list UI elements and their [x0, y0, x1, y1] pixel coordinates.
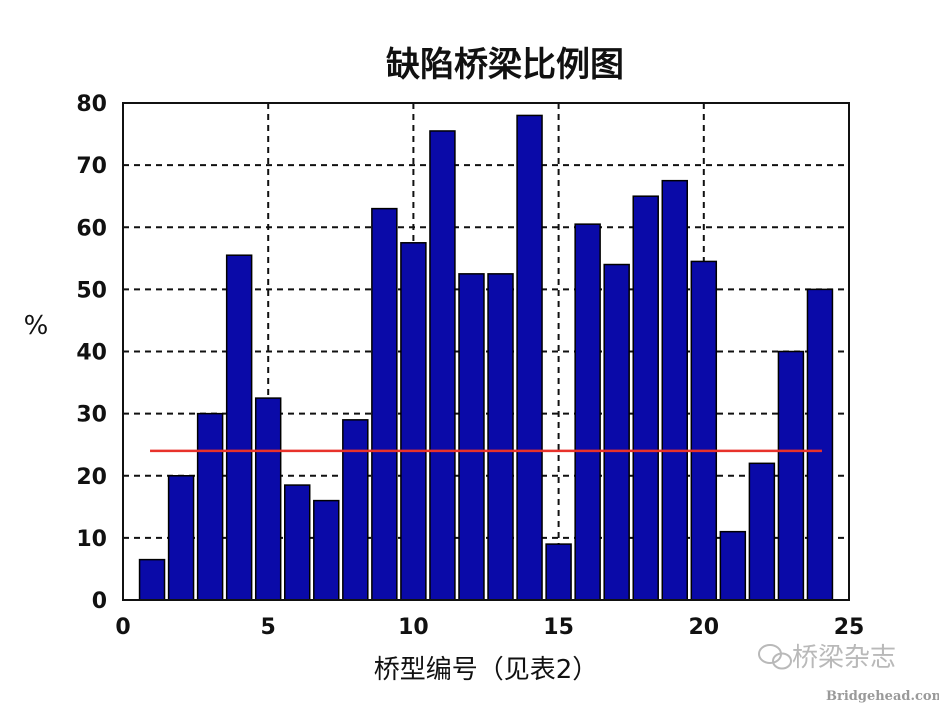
x-tick-label: 15: [543, 615, 574, 640]
bar-5: [254, 397, 282, 601]
chart-title: 缺陷桥梁比例图: [386, 45, 624, 85]
y-tick-label: 10: [76, 527, 107, 552]
y-axis-label: %: [24, 311, 49, 341]
watermark: 桥梁杂志 Bridgehead.com.cn: [758, 643, 939, 704]
plot-frame: [122, 102, 850, 601]
bar-23: [777, 350, 805, 601]
bar-9: [371, 207, 398, 601]
y-tick-label: 30: [76, 403, 107, 428]
x-tick-label: 20: [688, 615, 719, 640]
bar-16: [574, 223, 601, 601]
y-tick-label: 50: [76, 278, 107, 303]
bar-7: [313, 499, 340, 601]
bar-8: [342, 419, 369, 601]
bar-22: [748, 462, 776, 601]
bar-10: [400, 242, 427, 601]
x-axis-label: 桥型编号（见表2）: [374, 655, 599, 685]
bars: [138, 114, 834, 601]
x-tick-label: 10: [398, 615, 429, 640]
y-tick-label: 0: [92, 589, 107, 614]
bar-17: [603, 263, 630, 601]
bar-18: [632, 195, 659, 601]
bar-20: [690, 260, 718, 601]
bar-2: [167, 475, 195, 601]
y-tick-label: 40: [76, 341, 107, 366]
x-tick-labels: 0 5 10 15 20 25: [115, 615, 864, 640]
bar-3: [196, 412, 224, 601]
x-tick-label: 25: [834, 615, 865, 640]
bar-12: [458, 273, 485, 601]
bar-1: [138, 558, 166, 601]
bar-24: [806, 288, 834, 601]
bar-21: [719, 530, 747, 601]
bar-14: [516, 114, 543, 601]
y-tick-labels: 0 10 20 30 40 50 60 70 80: [76, 92, 107, 614]
bar-19: [661, 179, 688, 601]
y-tick-label: 60: [76, 216, 107, 241]
bar-4: [225, 254, 253, 601]
watermark-url: Bridgehead.com.cn: [826, 689, 939, 704]
bar-15: [545, 543, 572, 601]
bar-11: [429, 130, 456, 601]
y-tick-label: 70: [76, 154, 107, 179]
wechat-icon: [758, 644, 792, 670]
bar-13: [487, 273, 514, 601]
y-tick-label: 20: [76, 465, 107, 490]
x-tick-label: 5: [261, 615, 276, 640]
bar-6: [284, 484, 311, 601]
watermark-text: 桥梁杂志: [792, 643, 896, 673]
y-tick-label: 80: [76, 92, 107, 117]
x-tick-label: 0: [115, 615, 130, 640]
